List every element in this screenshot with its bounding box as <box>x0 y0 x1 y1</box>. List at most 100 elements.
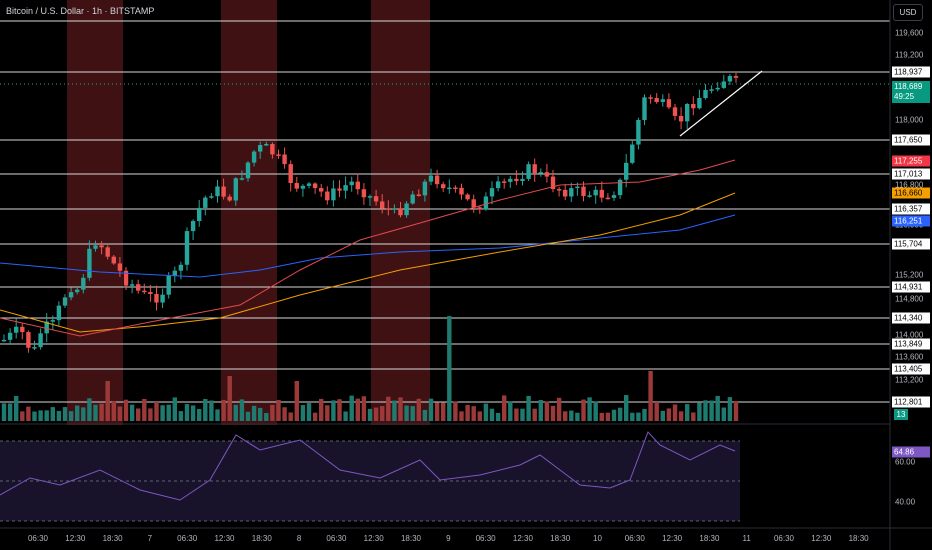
volume-bar <box>447 316 452 421</box>
time-tick: 06:30 <box>326 534 347 543</box>
volume-bar <box>441 402 446 421</box>
candle-body <box>642 97 647 121</box>
volume-bar <box>14 396 19 421</box>
volume-bar <box>556 397 562 421</box>
volume-bar <box>7 403 13 421</box>
candle-body <box>233 178 238 201</box>
price-tick: 113,200 <box>895 375 924 385</box>
candle-body <box>685 104 690 122</box>
volume-bar <box>526 395 531 421</box>
volume-bar <box>148 408 153 421</box>
volume-bar <box>264 412 269 421</box>
candle-body <box>392 208 397 210</box>
candle-body <box>270 143 275 155</box>
candle-body <box>709 89 714 91</box>
volume-bar <box>605 412 611 421</box>
candle-body <box>373 196 379 202</box>
volume-bar <box>721 407 726 421</box>
rsi-band <box>0 441 740 521</box>
candle-body <box>129 284 135 286</box>
candle-body <box>172 270 177 276</box>
price-tick: 113,600 <box>895 352 924 362</box>
candle-body <box>38 333 43 348</box>
current-price-tag: 118,689 49:25 <box>892 81 930 103</box>
time-tick: 18:30 <box>102 534 123 543</box>
currency-button[interactable]: USD <box>893 4 923 21</box>
volume-bar <box>221 399 226 421</box>
volume-bar <box>715 395 720 421</box>
rsi-tick: 40.00 <box>895 497 916 507</box>
candle-body <box>648 97 653 99</box>
volume-bar <box>678 411 684 421</box>
time-tick: 10 <box>593 534 602 543</box>
volume-bar <box>239 399 245 421</box>
candle-body <box>343 185 348 191</box>
candle-body <box>312 183 318 189</box>
rsi-value-tag: 64.86 <box>892 446 930 458</box>
price-tick: 114,000 <box>895 330 924 340</box>
candle-body <box>508 178 513 182</box>
candle-body <box>190 221 196 232</box>
volume-bar <box>367 408 373 421</box>
volume-bar <box>294 381 299 421</box>
price-level-tag: 115,704 <box>892 238 930 250</box>
volume-bar <box>343 411 348 421</box>
candle-body <box>471 199 476 208</box>
candle-body <box>50 320 55 322</box>
volume-bar <box>306 403 312 421</box>
volume-bar <box>581 399 586 421</box>
candle-body <box>678 115 684 122</box>
time-tick: 12:30 <box>214 534 235 543</box>
volume-bar <box>599 412 604 421</box>
volume-bar <box>312 412 318 421</box>
candle-body <box>691 104 696 109</box>
volume-bar <box>166 404 171 421</box>
volume-bar <box>416 398 421 421</box>
candle-body <box>733 76 739 78</box>
candle-body <box>178 264 184 271</box>
candle-body <box>715 87 720 90</box>
candle-body <box>44 321 49 334</box>
volume-bar <box>361 396 367 421</box>
ema-red-line <box>0 159 736 337</box>
volume-bar <box>38 410 43 421</box>
price-tick: 118,000 <box>895 115 924 125</box>
time-tick: 12:30 <box>512 534 533 543</box>
candle-body <box>556 189 562 191</box>
volume-bar <box>337 399 342 421</box>
volume-bar <box>727 397 733 421</box>
candle-body <box>587 195 592 197</box>
symbol-title: Bitcoin / U.S. Dollar · 1h · BITSTAMP <box>6 6 155 16</box>
candle-body <box>410 194 415 204</box>
volume-bar <box>404 405 409 421</box>
price-tick: 116,800 <box>895 180 924 190</box>
volume-bar <box>251 405 257 421</box>
volume-bar <box>288 412 293 421</box>
volume-bar <box>569 410 574 421</box>
candle-body <box>32 347 37 349</box>
candle-body <box>117 263 123 271</box>
candle-body <box>538 172 543 174</box>
candle-body <box>331 188 336 201</box>
price-level-tag: 113,849 <box>892 338 930 350</box>
candle-body <box>532 164 537 174</box>
volume-bar <box>282 407 287 421</box>
time-tick: 11 <box>742 534 751 543</box>
time-tick: 12:30 <box>662 534 683 543</box>
candle-body <box>569 188 574 197</box>
volume-bar <box>270 404 275 421</box>
volume-bar <box>32 411 37 421</box>
volume-bar <box>190 405 196 421</box>
candle-body <box>355 181 360 190</box>
volume-bar <box>245 411 251 421</box>
candle-body <box>87 248 92 278</box>
volume-bar <box>520 408 525 421</box>
volume-bar <box>331 400 336 421</box>
volume-bar <box>666 408 672 421</box>
price-level-tag: 117,013 <box>892 168 930 180</box>
volume-bar <box>544 401 550 421</box>
candle-body <box>544 172 550 177</box>
volume-bar <box>453 401 458 421</box>
volume-bar <box>648 371 653 421</box>
